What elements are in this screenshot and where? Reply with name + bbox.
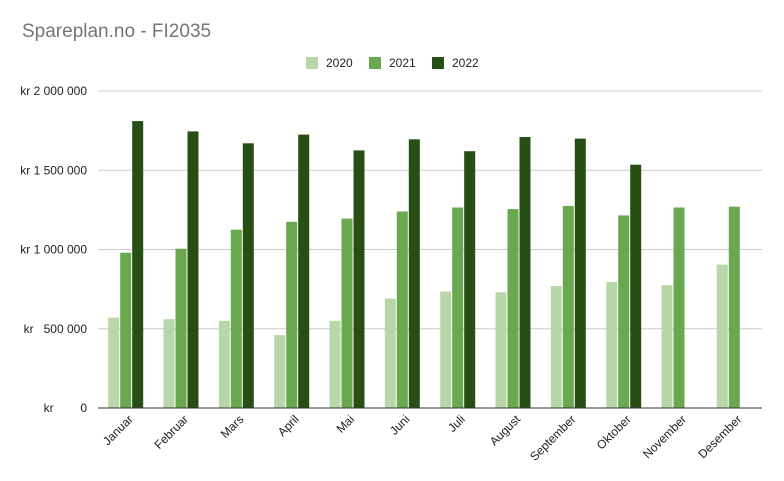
bar-2021-mars [230, 229, 242, 408]
legend-swatch-2020 [306, 57, 318, 69]
bar-2021-januar [120, 252, 132, 408]
x-tick-label: Februar [152, 412, 192, 452]
bar-2022-oktober [630, 164, 642, 408]
bar-2021-juni [396, 211, 408, 408]
legend-label: 2022 [452, 56, 479, 70]
y-tick-label: kr 1 500 000 [20, 163, 87, 177]
bar-2020-juni [384, 298, 396, 408]
bar-2022-januar [132, 121, 144, 408]
bars [108, 121, 740, 409]
bar-2020-november [661, 285, 673, 408]
y-tick-label: kr 2 000 000 [20, 84, 87, 98]
x-tick-label: Juli [445, 412, 468, 435]
x-tick-label: November [640, 412, 689, 461]
bar-2020-oktober [606, 282, 618, 408]
bar-2020-september [550, 286, 562, 408]
bar-2022-februar [187, 131, 199, 408]
bar-2020-mai [329, 320, 341, 408]
x-tick-label: August [487, 412, 524, 449]
x-tick-label: Januar [100, 412, 136, 448]
bar-2022-september [574, 138, 586, 408]
bar-2021-mai [341, 218, 353, 408]
bar-2021-august [507, 209, 519, 408]
bar-2021-september [562, 205, 574, 408]
chart-title: Spareplan.no - FI2035 [22, 21, 211, 42]
y-tick-label: kr 1 000 000 [20, 243, 87, 257]
x-tick-label: Mars [218, 412, 247, 441]
x-tick-label: April [275, 412, 302, 439]
legend-swatch-2022 [432, 57, 444, 69]
bar-2022-juni [408, 139, 420, 409]
bar-2022-august [519, 137, 531, 408]
bar-2020-juli [440, 291, 452, 408]
y-axis-ticks: kr 0 kr 500 000 kr 1 000 000 kr 1 500 000 kr… [20, 84, 87, 415]
legend-swatch-2021 [369, 57, 381, 69]
x-axis-ticks: Januar Februar Mars April Mai Juni Juli August S… [100, 412, 745, 464]
bar-2022-april [298, 134, 310, 408]
bar-2021-juli [452, 207, 464, 408]
x-tick-label: September [527, 412, 578, 463]
bar-2020-januar [108, 317, 120, 408]
bar-2021-april [286, 221, 298, 408]
bar-2022-mai [353, 150, 365, 408]
bar-2022-mars [242, 143, 254, 409]
bar-2022-juli [464, 151, 476, 408]
x-tick-label: Desember [695, 412, 744, 461]
y-gridlines [98, 90, 762, 330]
legend-label: 2020 [326, 56, 353, 70]
bar-2020-februar [163, 319, 175, 408]
x-tick-label: Mai [334, 412, 358, 436]
bar-2020-april [274, 335, 286, 408]
y-tick-label: kr 0 [44, 401, 88, 415]
legend-label: 2021 [389, 56, 416, 70]
bar-2020-august [495, 292, 507, 408]
bar-2021-desember [728, 206, 740, 408]
x-tick-label: Oktober [594, 412, 634, 452]
bar-2021-november [673, 207, 685, 408]
x-tick-label: Juni [387, 412, 412, 437]
bar-2020-desember [716, 264, 728, 408]
bar-2021-februar [175, 248, 187, 408]
bar-2020-mars [218, 320, 230, 408]
legend: 2020 2021 2022 [306, 56, 479, 70]
bar-2021-oktober [618, 215, 630, 408]
y-tick-label: kr 500 000 [24, 322, 88, 336]
